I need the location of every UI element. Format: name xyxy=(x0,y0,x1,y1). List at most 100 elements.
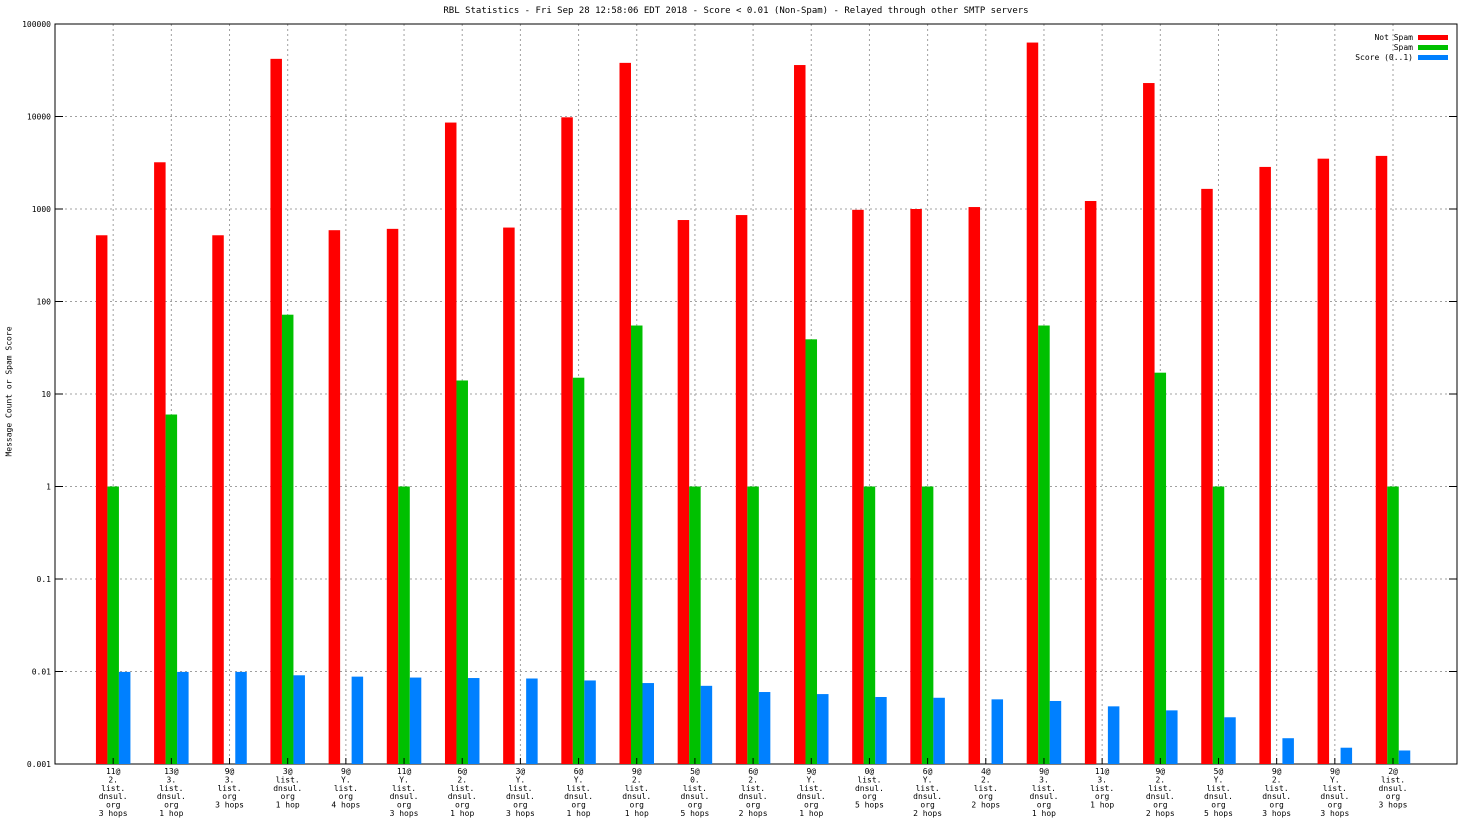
bar xyxy=(1026,42,1039,765)
legend-label: Score (0..1) xyxy=(1355,53,1413,62)
bars xyxy=(95,42,1411,765)
x-tick-label: 9@ Y. list. org 4 hops xyxy=(331,767,360,810)
legend-swatch xyxy=(1418,55,1448,60)
bar xyxy=(177,671,189,764)
x-tick-label: 13@ 3. list. dnsul. org 1 hop xyxy=(157,767,186,818)
bar xyxy=(1084,201,1097,764)
x-tick-label: 5@ 0. list. dnsul. org 5 hops xyxy=(680,767,709,818)
bar xyxy=(794,65,806,765)
bar xyxy=(503,227,515,764)
bar xyxy=(118,671,131,764)
bar xyxy=(630,325,643,764)
bar xyxy=(561,117,573,764)
legend-label: Not Spam xyxy=(1374,33,1413,42)
legend-swatch xyxy=(1418,35,1448,40)
y-tick-label: 0.1 xyxy=(37,575,52,584)
bar xyxy=(281,314,294,764)
bar xyxy=(386,228,399,764)
bar xyxy=(1317,158,1330,764)
x-tick-label: 6@ 2. list. dnsul. org 1 hop xyxy=(448,767,477,818)
bar xyxy=(863,486,876,764)
bar xyxy=(642,683,654,764)
bar xyxy=(1049,700,1062,764)
bar xyxy=(1340,747,1353,764)
bar xyxy=(235,671,247,764)
x-tick-label: 11@ 2. list. dnsul. org 3 hops xyxy=(99,767,128,818)
x-tick-label: 6@ 2. list. dnsul. org 2 hops xyxy=(739,767,768,818)
y-tick-label: 1 xyxy=(46,483,51,492)
x-tick-label: 3@ list. dnsul. org 1 hop xyxy=(273,767,302,810)
x-tick-label: 9@ Y. list. dnsul. org 1 hop xyxy=(797,767,826,818)
x-tick-label: 6@ Y. list. dnsul. org 2 hops xyxy=(913,767,942,818)
bar xyxy=(444,122,457,764)
bar xyxy=(107,486,119,764)
x-tick-label: 11@ Y. list. dnsul. org 3 hops xyxy=(390,767,419,818)
bar xyxy=(991,699,1004,764)
bar xyxy=(1107,706,1120,764)
bar xyxy=(95,235,108,765)
y-tick-label: 10000 xyxy=(27,113,51,122)
x-tick-label: 9@ 2. list. dnsul. org 1 hop xyxy=(622,767,651,818)
bar xyxy=(933,697,945,764)
bar xyxy=(456,380,468,764)
bar xyxy=(154,162,166,764)
x-tick-label: 9@ 2. list. dnsul. org 3 hops xyxy=(1262,767,1291,818)
bar xyxy=(409,677,422,764)
x-axis-ticks: 11@ 2. list. dnsul. org 3 hops 13@ 3. list. dnsul… xyxy=(99,758,1408,818)
legend-swatch xyxy=(1418,45,1448,50)
bar xyxy=(735,215,748,764)
bar xyxy=(1201,188,1213,764)
bar xyxy=(293,675,305,764)
bar xyxy=(1375,155,1388,765)
bar xyxy=(747,486,759,764)
chart-title: RBL Statistics - Fri Sep 28 12:58:06 EDT… xyxy=(443,6,1029,16)
bar xyxy=(584,680,596,764)
bar xyxy=(526,678,538,764)
bar xyxy=(1259,166,1271,764)
legend-label: Spam xyxy=(1394,43,1413,52)
y-tick-label: 100000 xyxy=(22,20,51,29)
bar xyxy=(875,697,887,764)
y-tick-label: 1000 xyxy=(32,205,51,214)
bar xyxy=(1154,372,1167,764)
bar xyxy=(1166,710,1178,764)
bar xyxy=(351,676,364,764)
x-tick-label: 2@ list. dnsul. org 3 hops xyxy=(1379,767,1408,810)
y-tick-label: 0.01 xyxy=(32,668,51,677)
bar xyxy=(921,486,934,764)
bar xyxy=(1143,83,1155,765)
bar xyxy=(817,694,829,764)
x-tick-label: 11@ 3. list. org 1 hop xyxy=(1090,767,1114,810)
bar xyxy=(968,207,981,765)
bar xyxy=(619,62,631,765)
x-tick-label: 9@ Y. list. dnsul. org 3 hops xyxy=(1320,767,1349,818)
bar xyxy=(910,209,922,764)
y-tick-label: 100 xyxy=(37,298,52,307)
y-tick-label: 0.001 xyxy=(27,760,51,769)
bar xyxy=(398,486,410,764)
bar xyxy=(1038,325,1050,764)
x-tick-label: 5@ Y. list. dnsul. org 5 hops xyxy=(1204,767,1233,818)
bar xyxy=(328,230,341,765)
x-tick-label: 9@ 3. list. org 3 hops xyxy=(215,767,244,810)
x-tick-label: 9@ 3. list. dnsul. org 1 hop xyxy=(1030,767,1059,818)
bar xyxy=(270,58,282,765)
x-tick-label: 3@ Y. list. dnsul. org 3 hops xyxy=(506,767,535,818)
y-tick-label: 10 xyxy=(41,390,51,399)
bar xyxy=(758,692,771,764)
bar xyxy=(1398,750,1411,764)
bar xyxy=(1212,486,1225,764)
bar xyxy=(700,685,713,764)
bar xyxy=(467,678,480,764)
x-tick-label: 6@ Y. list. dnsul. org 1 hop xyxy=(564,767,593,818)
bar xyxy=(852,209,864,764)
bar xyxy=(212,235,224,765)
bar xyxy=(689,486,701,764)
bar xyxy=(165,414,178,764)
bar xyxy=(1387,486,1399,764)
bar xyxy=(1282,738,1294,764)
x-tick-label: 9@ 2. list. dnsul. org 2 hops xyxy=(1146,767,1175,818)
bar xyxy=(677,220,690,764)
